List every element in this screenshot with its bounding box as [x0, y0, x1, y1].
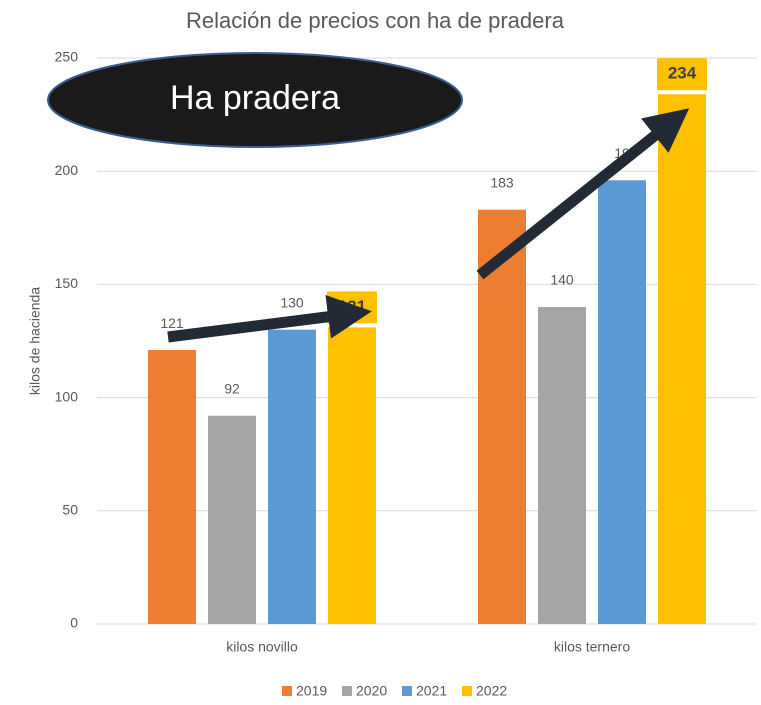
bar — [478, 209, 526, 625]
arrows — [167, 108, 690, 343]
x-tick-label: kilos ternero — [554, 639, 630, 655]
y-tick-label: 0 — [70, 615, 78, 631]
legend-label: 2022 — [476, 683, 507, 699]
legend-label: 2019 — [296, 683, 327, 699]
annotation-text: Ha pradera — [170, 79, 340, 117]
arrow — [167, 294, 372, 343]
y-tick-label: 50 — [62, 502, 78, 518]
data-label: 140 — [550, 272, 574, 288]
bar — [658, 94, 706, 624]
data-label: 183 — [490, 174, 514, 190]
legend-swatch — [342, 686, 352, 696]
data-label: 234 — [668, 64, 697, 83]
bar — [328, 327, 376, 624]
y-tick-label: 250 — [55, 49, 79, 65]
y-tick-label: 100 — [55, 388, 79, 404]
y-tick-label: 150 — [55, 275, 79, 291]
bar — [598, 180, 646, 625]
data-label: 130 — [280, 294, 304, 310]
annotation-ellipse — [47, 52, 463, 148]
data-label: 92 — [224, 380, 240, 396]
bar — [148, 350, 196, 624]
x-tick-label: kilos novillo — [226, 639, 298, 655]
y-axis-label: kilos de hacienda — [27, 287, 43, 395]
legend-label: 2020 — [356, 683, 387, 699]
legend-label: 2021 — [416, 683, 447, 699]
legend-swatch — [402, 686, 412, 696]
chart-title: Relación de precios con ha de pradera — [186, 8, 565, 33]
legend-swatch — [282, 686, 292, 696]
bar — [538, 307, 586, 624]
arrow — [476, 108, 690, 280]
label-box — [657, 58, 707, 91]
bar — [268, 329, 316, 624]
data-label: 121 — [160, 315, 184, 331]
y-tick-label: 200 — [55, 162, 79, 178]
annotation: Ha pradera — [47, 52, 463, 148]
bar — [208, 415, 256, 624]
legend-swatch — [462, 686, 472, 696]
